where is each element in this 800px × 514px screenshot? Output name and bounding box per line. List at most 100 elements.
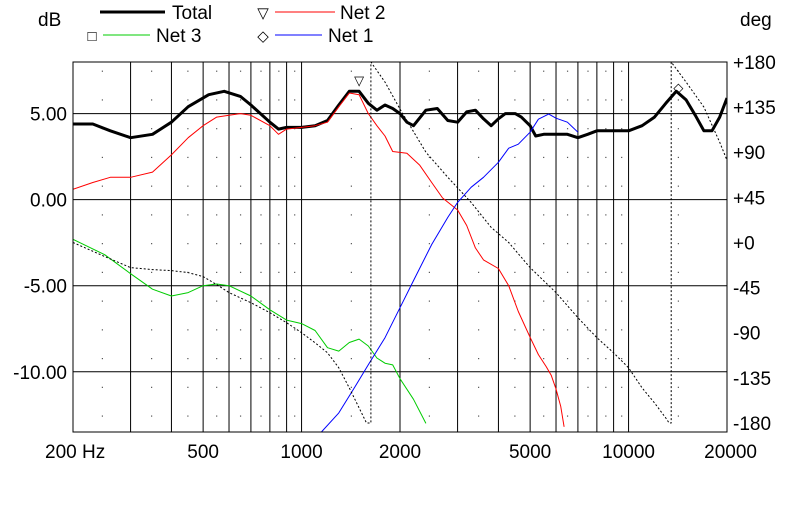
grid-dot (543, 156, 545, 159)
grid-dot (101, 243, 103, 245)
x-tick-label: 20000 (704, 442, 757, 463)
plot-frame (72, 61, 728, 433)
grid-dot (151, 70, 153, 72)
grid-dot (260, 329, 262, 331)
grid-dot (151, 300, 153, 302)
grid-dot (514, 243, 516, 245)
grid-dot (543, 70, 545, 72)
legend-label-total: Total (172, 3, 212, 24)
grid-dot (278, 99, 280, 101)
grid-dot (514, 70, 516, 72)
grid-dot (566, 271, 569, 273)
grid-dot (216, 300, 218, 302)
grid-dot (543, 386, 545, 388)
grid-dot (677, 156, 679, 159)
x-tick-label: 2000 (379, 442, 421, 463)
grid-dot (566, 243, 569, 245)
grid-dot (239, 329, 242, 331)
grid-dot (478, 386, 480, 388)
grid-dot (350, 243, 352, 245)
right-tick-label: +0 (733, 233, 755, 254)
grid-dot (478, 300, 480, 302)
x-tick-label: 1000 (280, 442, 322, 463)
right-axis-title: deg (740, 10, 772, 31)
x-tick-label: 200 Hz (45, 442, 105, 463)
grid-dot (621, 271, 623, 273)
grid-dot (216, 156, 218, 159)
grid-dot (216, 386, 218, 388)
grid-dot (350, 300, 352, 302)
grid-dot (587, 271, 589, 273)
grid-dot (677, 214, 679, 216)
legend-label-net-2: Net 2 (340, 3, 385, 24)
grid-dot (428, 185, 430, 187)
left-tick-label: 0.00 (30, 191, 67, 212)
grid-dot (677, 128, 679, 130)
grid-dot (543, 185, 545, 187)
grid-dot (101, 156, 103, 159)
right-tick-label: +90 (733, 143, 765, 164)
grid-dot (260, 300, 262, 302)
grid-dot (239, 415, 242, 417)
grid-dot (621, 185, 623, 187)
grid-dot (677, 271, 679, 273)
grid-dot (543, 99, 545, 101)
left-tick-label: 5.00 (30, 105, 67, 126)
grid-dot (428, 70, 430, 72)
grid-dot (151, 214, 153, 216)
grid-dot (428, 358, 430, 360)
series-layer (73, 62, 727, 432)
grid-dot (621, 415, 623, 417)
grid-dot (677, 243, 679, 245)
grid-dot (587, 386, 589, 388)
grid-dot (239, 386, 242, 388)
grid-dot (605, 128, 607, 130)
grid-dot (101, 99, 103, 101)
grid-dot (566, 415, 569, 417)
grid-dot (278, 243, 280, 245)
grid-dot (587, 415, 589, 417)
right-tick-label: -90 (733, 324, 760, 345)
grid-dot (101, 329, 103, 331)
grid-dot (151, 415, 153, 417)
series-line-total (73, 89, 727, 140)
marker-total: ◇ (673, 80, 683, 95)
grid-dot (239, 243, 242, 245)
grid-dot (621, 386, 623, 388)
grid-dot (101, 300, 103, 302)
grid-dot (101, 386, 103, 388)
grid-dot (260, 70, 262, 72)
grid-dot (101, 271, 103, 273)
right-tick-label: -180 (733, 414, 771, 435)
grid-dot (543, 329, 545, 331)
grid-dot (187, 156, 189, 159)
grid-dot (151, 243, 153, 245)
grid-dot (543, 415, 545, 417)
grid-dot (239, 99, 242, 101)
grid-dot (278, 214, 280, 216)
grid-dot (566, 386, 569, 388)
grid-dot (478, 185, 480, 187)
grid-dot (187, 243, 189, 245)
grid-dot (260, 243, 262, 245)
grid-dot (587, 358, 589, 360)
grid-dot (350, 156, 352, 159)
grid-dot (187, 214, 189, 216)
grid-dot (187, 70, 189, 72)
series-line-net-3 (73, 238, 427, 424)
grid-dot (428, 271, 430, 273)
grid-dot (605, 185, 607, 187)
series-line-net-2 (73, 92, 565, 427)
grid-dot (187, 415, 189, 417)
grid-dot (677, 358, 679, 360)
grid-dot (216, 329, 218, 331)
grid-dot (478, 243, 480, 245)
grid-dot (294, 214, 296, 216)
grid-dot (514, 271, 516, 273)
grid-dot (350, 386, 352, 388)
legend-marker-net-1: ◇ (257, 28, 269, 45)
grid-dot (294, 99, 296, 101)
grid-dot (350, 358, 352, 360)
grid-dot (621, 214, 623, 216)
grid-dot (514, 156, 516, 159)
